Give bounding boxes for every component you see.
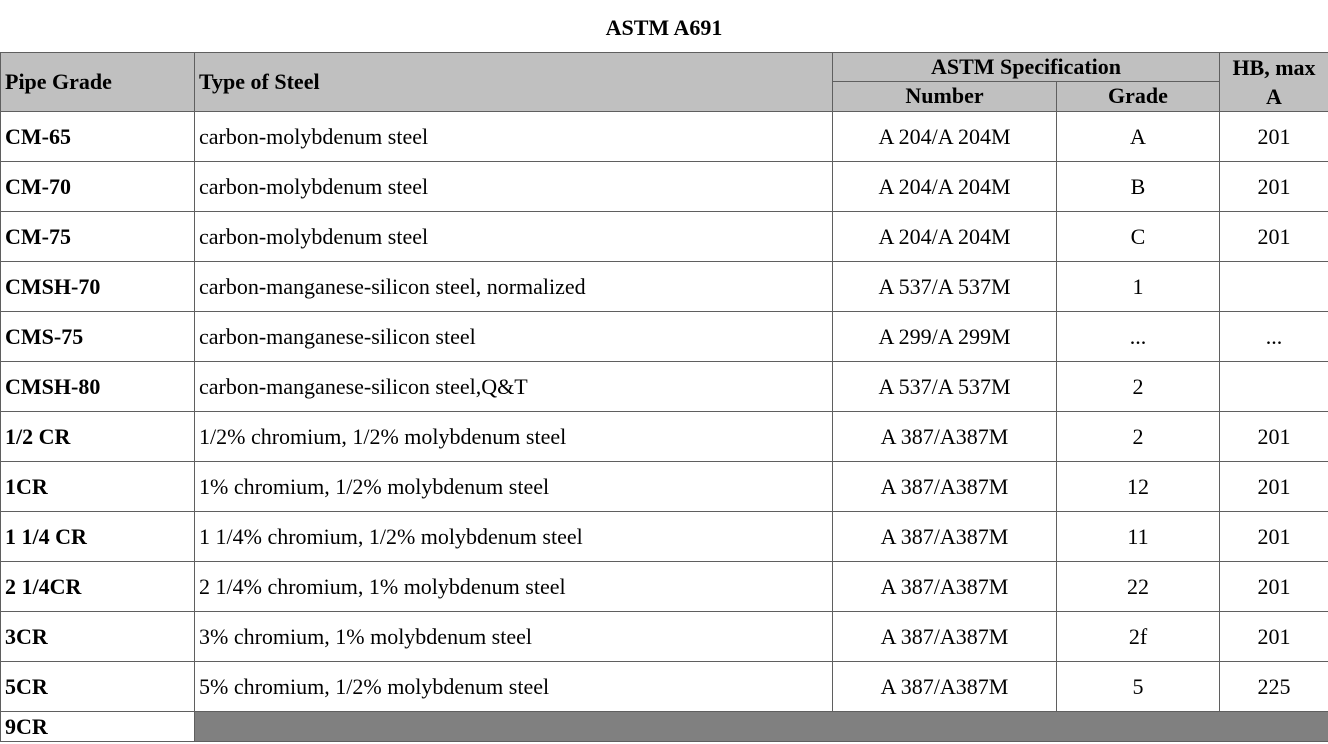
page-title: ASTM A691 [605,15,723,40]
cell-type-of-steel: 1 1/4% chromium, 1/2% molybdenum steel [194,511,833,562]
cell-spec-grade: 2f [1056,611,1220,662]
cell-hb-max: ... [1219,311,1328,362]
cell-spec-number: A 387/A387M [832,511,1057,562]
cell-type-of-steel: carbon-molybdenum steel [194,161,833,212]
cell-spec-grade: ... [1056,311,1220,362]
cell-pipe-grade: CMSH-70 [0,261,195,312]
table-row: CM-65 carbon-molybdenum steel A 204/A 20… [0,111,1328,162]
cell-hb-max [1219,361,1328,412]
cell-spec-number: A 537/A 537M [832,361,1057,412]
cell-pipe-grade: 1/2 CR [0,411,195,462]
header-astm-specification: ASTM Specification [832,52,1220,82]
table-row: 1/2 CR 1/2% chromium, 1/2% molybdenum st… [0,411,1328,462]
table-row: CM-70 carbon-molybdenum steel A 204/A 20… [0,161,1328,212]
header-number: Number [832,81,1057,112]
cell-pipe-grade: 1CR [0,461,195,512]
cell-spec-grade: 22 [1056,561,1220,612]
table-row: CMSH-70 carbon-manganese-silicon steel, … [0,261,1328,312]
cell-type-of-steel: carbon-manganese-silicon steel,Q&T [194,361,833,412]
cell-type-of-steel: carbon-molybdenum steel [194,111,833,162]
cell-spec-grade: 1 [1056,261,1220,312]
cell-spec-grade: 12 [1056,461,1220,512]
header-grade: Grade [1056,81,1220,112]
table-row: 1CR 1% chromium, 1/2% molybdenum steel A… [0,461,1328,512]
table-row: CMSH-80 carbon-manganese-silicon steel,Q… [0,361,1328,412]
cell-spec-number: A 537/A 537M [832,261,1057,312]
cell-type-of-steel: 3% chromium, 1% molybdenum steel [194,611,833,662]
cell-spec-number: A 387/A387M [832,561,1057,612]
cell-hb-max: 225 [1219,661,1328,712]
header-hb-max-label: HB, max [1232,55,1316,80]
cell-hb-max: 201 [1219,511,1328,562]
cell-hb-max [1219,261,1328,312]
table-row: 2 1/4CR 2 1/4% chromium, 1% molybdenum s… [0,561,1328,612]
table-row: 1 1/4 CR 1 1/4% chromium, 1/2% molybdenu… [0,511,1328,562]
cell-pipe-grade: CM-65 [0,111,195,162]
cell-type-of-steel: carbon-manganese-silicon steel [194,311,833,362]
cell-pipe-grade: 5CR [0,661,195,712]
cell-type-of-steel: carbon-manganese-silicon steel, normaliz… [194,261,833,312]
table-row: CM-75 carbon-molybdenum steel A 204/A 20… [0,211,1328,262]
cell-spec-grade: C [1056,211,1220,262]
table-row: 3CR 3% chromium, 1% molybdenum steel A 3… [0,611,1328,662]
cell-spec-grade: 2 [1056,361,1220,412]
cell-hb-max: 201 [1219,211,1328,262]
cell-type-of-steel: carbon-molybdenum steel [194,211,833,262]
cell-hb-max: 201 [1219,411,1328,462]
cell-spec-number: A 204/A 204M [832,161,1057,212]
table-row: 9CR [0,711,1328,742]
header-type-of-steel: Type of Steel [194,52,833,112]
cell-pipe-grade: 3CR [0,611,195,662]
cell-spec-grade: B [1056,161,1220,212]
header-pipe-grade: Pipe Grade [0,52,195,112]
cell-spec-number: A 204/A 204M [832,111,1057,162]
header-hb-max: HB, max A [1219,52,1328,112]
astm-a691-table: Pipe Grade Type of Steel ASTM Specificat… [0,52,1328,742]
cell-spec-number: A 387/A387M [832,411,1057,462]
cell-spec-grade: 2 [1056,411,1220,462]
cell-hb-max: 201 [1219,611,1328,662]
cell-spec-number: A 387/A387M [832,661,1057,712]
shaded-cell [194,711,1328,742]
cell-type-of-steel: 1/2% chromium, 1/2% molybdenum steel [194,411,833,462]
table-header: Pipe Grade Type of Steel ASTM Specificat… [0,52,1328,112]
header-hb-footnote: A [1266,84,1282,109]
cell-type-of-steel: 5% chromium, 1/2% molybdenum steel [194,661,833,712]
cell-spec-number: A 204/A 204M [832,211,1057,262]
cell-spec-grade: A [1056,111,1220,162]
table-row: 5CR 5% chromium, 1/2% molybdenum steel A… [0,661,1328,712]
cell-hb-max: 201 [1219,111,1328,162]
cell-hb-max: 201 [1219,461,1328,512]
cell-spec-grade: 5 [1056,661,1220,712]
cell-spec-number: A 387/A387M [832,611,1057,662]
cell-spec-grade: 11 [1056,511,1220,562]
cell-pipe-grade: 9CR [0,711,195,742]
cell-pipe-grade: CMSH-80 [0,361,195,412]
cell-pipe-grade: CM-75 [0,211,195,262]
cell-hb-max: 201 [1219,161,1328,212]
cell-type-of-steel: 2 1/4% chromium, 1% molybdenum steel [194,561,833,612]
table-body: CM-65 carbon-molybdenum steel A 204/A 20… [0,111,1328,742]
table-row: CMS-75 carbon-manganese-silicon steel A … [0,311,1328,362]
cell-pipe-grade: 2 1/4CR [0,561,195,612]
cell-pipe-grade: CMS-75 [0,311,195,362]
cell-spec-number: A 387/A387M [832,461,1057,512]
cell-pipe-grade: 1 1/4 CR [0,511,195,562]
cell-spec-number: A 299/A 299M [832,311,1057,362]
cell-hb-max: 201 [1219,561,1328,612]
cell-pipe-grade: CM-70 [0,161,195,212]
cell-type-of-steel: 1% chromium, 1/2% molybdenum steel [194,461,833,512]
